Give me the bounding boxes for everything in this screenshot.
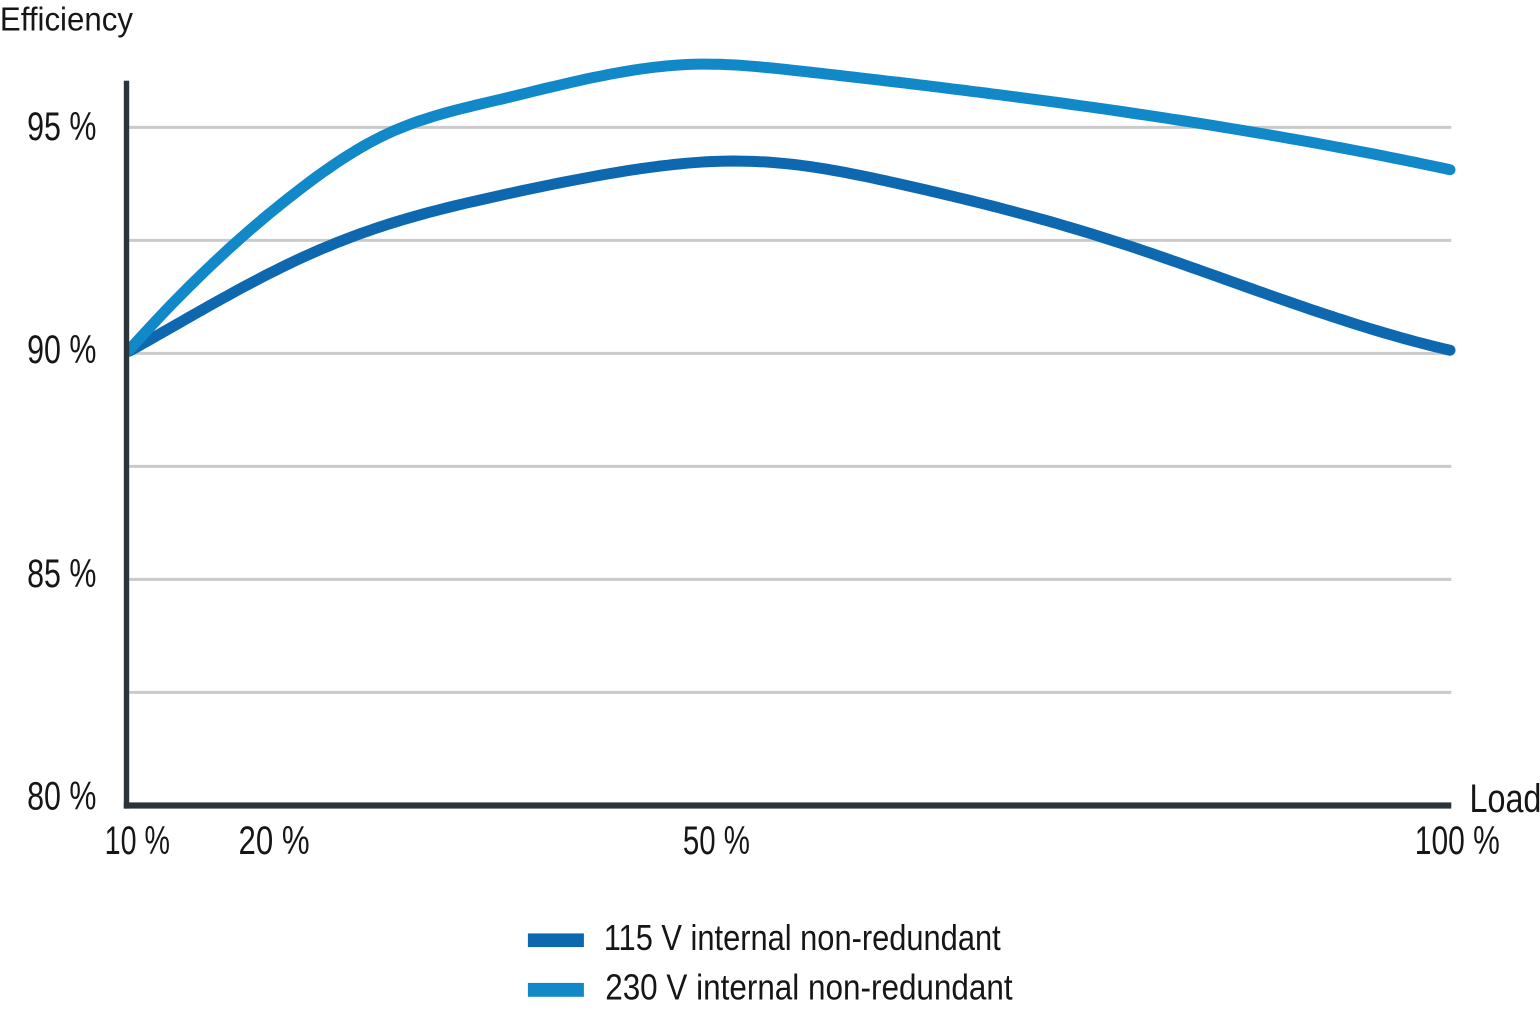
svg-text:Load: Load <box>1470 776 1540 821</box>
svg-text:20 %: 20 % <box>239 818 310 863</box>
svg-text:90 %: 90 % <box>27 327 96 372</box>
svg-text:95 %: 95 % <box>27 104 96 149</box>
svg-text:100 %: 100 % <box>1415 819 1500 863</box>
svg-text:10 %: 10 % <box>105 820 170 864</box>
svg-text:230 V internal non-redundant: 230 V internal non-redundant <box>605 967 1013 1008</box>
svg-text:Efficiency: Efficiency <box>0 1 134 38</box>
svg-text:85 %: 85 % <box>27 551 96 596</box>
svg-text:50 %: 50 % <box>683 819 750 863</box>
svg-text:80 %: 80 % <box>27 773 96 818</box>
svg-text:115 V internal non-redundant: 115 V internal non-redundant <box>604 918 1002 959</box>
